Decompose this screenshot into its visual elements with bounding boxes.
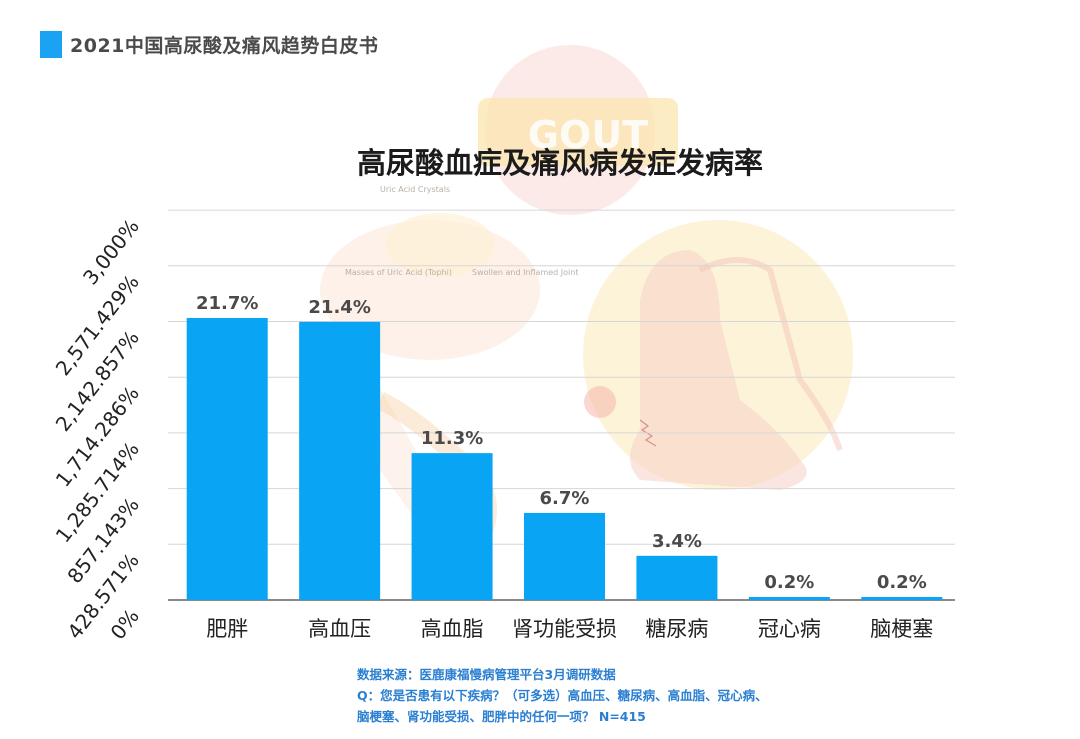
- survey-question-line-1: Q：您是否患有以下疾病？（可多选）高血压、糖尿病、高血脂、冠心病、: [357, 688, 768, 703]
- y-axis-tick-labels: 0%428.571%857.143%1,285.714%1,714.286%2,…: [51, 214, 144, 644]
- report-title: 2021中国高尿酸及痛风趋势白皮书: [70, 35, 379, 57]
- chart-title: 高尿酸血症及痛风病发症发病率: [357, 146, 763, 180]
- bar: [636, 555, 718, 600]
- bar-value-label: 3.4%: [652, 531, 702, 552]
- bar-value-labels: 21.7% 21.4% 11.3% 6.7% 3.4% 0.2% 0.2%: [196, 293, 927, 593]
- bg-label-joint: Swollen and Inflamed Joint: [472, 268, 578, 277]
- header-accent-block: [40, 31, 62, 58]
- source-note: 数据来源：医鹿康福慢病管理平台3月调研数据 Q：您是否患有以下疾病？（可多选）高…: [357, 664, 768, 727]
- x-category-label: 冠心病: [758, 617, 821, 641]
- data-source-line: 数据来源：医鹿康福慢病管理平台3月调研数据: [357, 667, 616, 682]
- bar: [299, 321, 381, 600]
- x-category-label: 肥胖: [206, 617, 248, 641]
- bar-value-label: 0.2%: [877, 572, 927, 593]
- report-header: 2021中国高尿酸及痛风趋势白皮书: [40, 31, 378, 58]
- bg-label-crystals: Uric Acid Crystals: [380, 185, 450, 194]
- x-category-label: 糖尿病: [645, 617, 708, 641]
- bg-label-tophi: Masses of Uric Acid (Tophi): [345, 268, 452, 277]
- x-axis-category-labels: 肥胖 高血压 高血脂 肾功能受损 糖尿病 冠心病 脑梗塞: [206, 617, 933, 641]
- bar: [524, 512, 605, 600]
- background-gout-illustration: GOUT Uric Acid Crystals Masses of Uric A…: [320, 45, 853, 545]
- bar-value-label: 11.3%: [421, 428, 483, 449]
- survey-question-line-2: 脑梗塞、肾功能受损、肥胖中的任何一项？ N=415: [357, 709, 646, 724]
- bar: [411, 453, 493, 600]
- x-category-label: 高血脂: [421, 617, 484, 641]
- bar-value-label: 21.7%: [196, 293, 258, 314]
- bar-value-label: 6.7%: [540, 488, 590, 509]
- x-category-label: 高血压: [308, 617, 371, 641]
- x-category-label: 脑梗塞: [870, 617, 933, 641]
- x-category-label: 肾功能受损: [512, 617, 617, 641]
- gout-badge-text: GOUT: [528, 113, 648, 157]
- bar-value-label: 21.4%: [308, 297, 370, 318]
- bars: [186, 317, 943, 600]
- bar: [186, 317, 268, 600]
- bar: [748, 597, 830, 600]
- bar-value-label: 0.2%: [764, 572, 814, 593]
- bar: [861, 597, 943, 600]
- y-tick-label: 0%: [105, 604, 143, 644]
